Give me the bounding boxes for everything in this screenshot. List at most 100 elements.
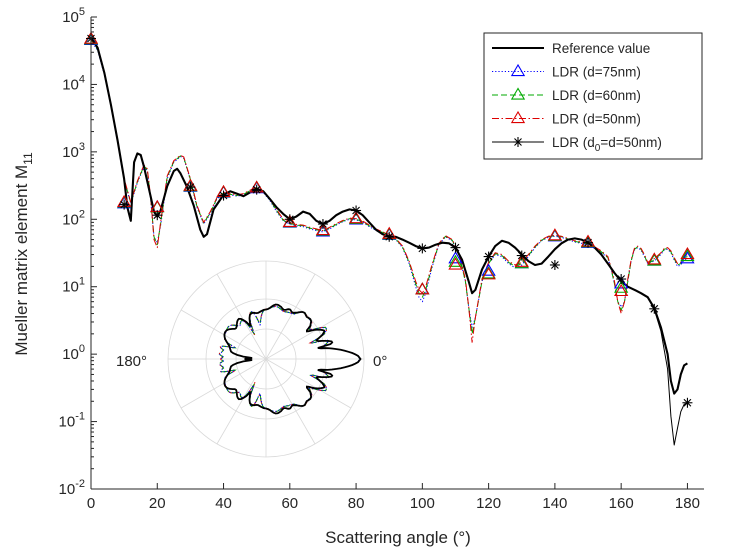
marker-asterisk-2-stroke-3 [153, 211, 162, 220]
legend-label-subscript: 0 [595, 143, 601, 154]
marker-triangle-1-13 [514, 256, 529, 269]
series-line-3 [91, 38, 688, 343]
y-tick-base: 10 [62, 9, 79, 26]
marker-triangle-2-16 [614, 283, 629, 297]
marker-asterisk-10 [417, 243, 428, 254]
marker-asterisk-14-stroke-3 [551, 261, 559, 269]
y-tick-base: 10 [62, 211, 79, 228]
marker-triangle-1-17 [647, 253, 662, 266]
y-tick-label-0: 105 [62, 6, 85, 26]
marker-asterisk-17-stroke-3 [650, 304, 659, 313]
series-line-1 [91, 40, 688, 328]
marker-asterisk-3-stroke-3 [186, 183, 195, 192]
x-tick-label-5: 100 [410, 495, 435, 512]
y-tick-base: 10 [59, 481, 76, 498]
marker-asterisk-15-stroke-3 [584, 238, 592, 247]
marker-asterisk-16-stroke-3 [617, 275, 626, 283]
legend-marker-3 [510, 110, 526, 124]
y-tick-exponent: 0 [79, 343, 85, 355]
marker-asterisk-7 [317, 219, 328, 230]
marker-asterisk-7-stroke-3 [319, 220, 327, 228]
marker-asterisk-13 [516, 250, 527, 261]
polar-label-0: 0° [373, 353, 387, 370]
y-tick-exponent: 2 [79, 208, 85, 220]
polar-spoke-11 [265, 358, 352, 409]
marker-triangle-2-13 [514, 254, 529, 267]
y-tick-label-6: 10-1 [59, 411, 85, 431]
marker-asterisk-6 [284, 214, 295, 225]
marker-asterisk-4 [218, 190, 229, 201]
x-tick-label-3: 60 [281, 495, 298, 512]
marker-triangle-1-11 [448, 254, 463, 267]
polar-spoke-2 [265, 273, 316, 360]
marker-triangle-2-10 [415, 282, 430, 295]
marker-triangle-2-8 [348, 211, 364, 224]
y-tick-label-1: 104 [62, 73, 85, 93]
legend-label-3: LDR (d=50nm) [552, 112, 641, 127]
y-tick-exponent: 3 [79, 141, 85, 153]
marker-asterisk-17 [649, 303, 660, 314]
legend: Reference value LDR (d=75nm) LDR (d=60nm) L… [483, 32, 703, 160]
marker-triangle-2-7 [315, 222, 331, 236]
y-tick-exponent: -1 [75, 411, 85, 423]
legend-label-4: LDR (d0=d=50nm) [552, 135, 662, 154]
x-tick-label-0: 0 [87, 495, 95, 512]
y-tick-base: 10 [62, 279, 79, 296]
x-tick-label-9: 180 [675, 495, 700, 512]
plot-area [83, 31, 695, 446]
series-group [91, 36, 688, 446]
marker-triangle-2-11 [448, 257, 463, 270]
legend-label-part: =d=50nm) [600, 135, 662, 150]
y-tick-exponent: 5 [79, 6, 85, 18]
legend-marker-4 [513, 137, 523, 147]
polar-inset: 0° 180° [116, 260, 387, 458]
marker-asterisk-12 [483, 251, 494, 262]
x-axis-label: Scattering angle (°) [325, 528, 471, 547]
series-line-2 [91, 39, 688, 335]
marker-triangle-2-18 [680, 246, 695, 260]
y-tick-label-5: 100 [62, 343, 85, 363]
y-tick-base: 10 [62, 144, 79, 161]
marker-asterisk-4-stroke-3 [219, 191, 228, 200]
marker-asterisk-18 [682, 397, 693, 408]
polar-label-180: 180° [116, 353, 147, 370]
polar-spoke-1 [265, 309, 352, 360]
polar-spoke-8 [216, 358, 267, 445]
polar-curve-reference [223, 303, 362, 415]
marker-asterisk-8 [351, 205, 362, 216]
y-tick-label-4: 101 [62, 276, 85, 296]
marker-triangle-0-11 [448, 251, 463, 264]
y-axis-label-subscript: 11 [21, 152, 35, 165]
marker-asterisk-3 [185, 182, 196, 193]
marker-asterisk-9 [384, 231, 395, 242]
axes: 0 20 40 60 80 100 120 140 160 1801051041031021011… [59, 6, 704, 512]
legend-marker-1 [510, 63, 526, 77]
marker-asterisk-14 [549, 259, 560, 270]
marker-triangle-2-12 [481, 267, 496, 280]
legend-label-part: LDR (d [552, 135, 595, 150]
x-tick-label-7: 140 [542, 495, 567, 512]
marker-asterisk-6-stroke-3 [285, 215, 294, 224]
marker-triangle-2-14 [547, 228, 563, 241]
legend-marker-4-stroke-3 [514, 138, 522, 146]
polar-spoke-4 [216, 273, 267, 360]
y-axis-label-main: Mueller matrix element M [12, 165, 31, 356]
marker-asterisk-13-stroke-3 [517, 251, 526, 260]
legend-label-0: Reference value [552, 41, 650, 56]
marker-asterisk-2 [152, 210, 163, 221]
x-tick-label-4: 80 [348, 495, 365, 512]
y-tick-exponent: -2 [75, 478, 85, 490]
series-line-0 [91, 36, 688, 395]
marker-asterisk-1 [119, 199, 130, 210]
marker-triangle-1-16 [614, 280, 629, 293]
y-tick-exponent: 1 [79, 276, 85, 288]
marker-asterisk-9-stroke-3 [385, 232, 394, 241]
marker-asterisk-1-stroke-3 [120, 200, 129, 209]
legend-label-2: LDR (d=60nm) [552, 88, 641, 103]
polar-spoke-10 [265, 358, 316, 445]
marker-asterisk-18-stroke-3 [683, 398, 692, 407]
y-axis-label: Mueller matrix element M11 [12, 152, 35, 356]
marker-asterisk-8-stroke-3 [352, 206, 360, 215]
